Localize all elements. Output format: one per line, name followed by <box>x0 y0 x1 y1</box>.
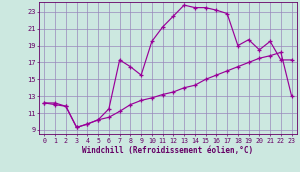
X-axis label: Windchill (Refroidissement éolien,°C): Windchill (Refroidissement éolien,°C) <box>82 146 253 155</box>
